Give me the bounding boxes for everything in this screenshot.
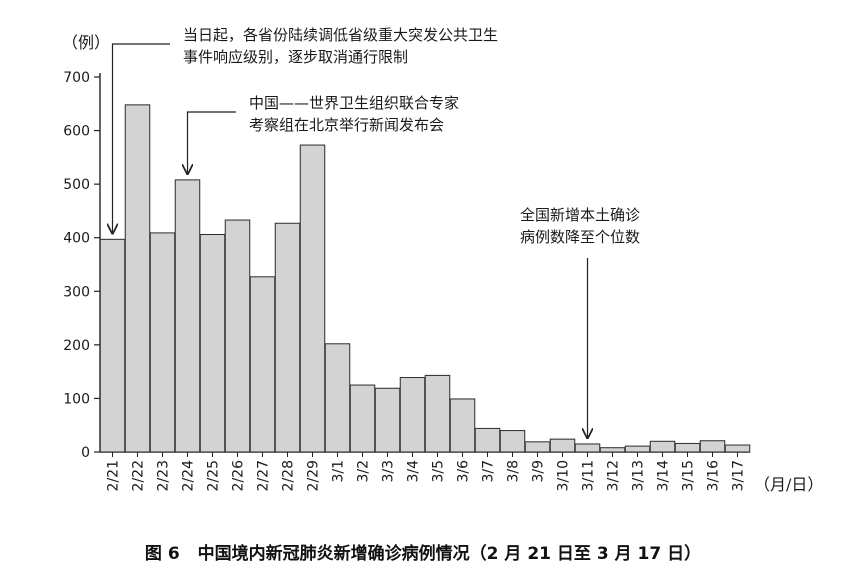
x-tick-label: 3/9 — [531, 460, 547, 483]
bar — [699, 440, 726, 453]
x-tick-label: 3/15 — [681, 460, 697, 491]
x-tick-label: 2/22 — [131, 460, 147, 491]
x-tick-label: 3/6 — [456, 460, 472, 483]
bar — [174, 179, 201, 453]
x-tick-label: 2/27 — [256, 460, 272, 491]
x-axis-ticks: 2/21 2/22 2/23 2/24 2/25 2/26 2/27 2/28 2/29 3/1 3… — [106, 452, 747, 491]
x-tick-label: 2/24 — [181, 460, 197, 492]
x-tick-label: 3/8 — [506, 460, 522, 483]
chart-title: 中国境内新冠肺炎新增确诊病例情况（2 月 21 日至 3 月 17 日） — [197, 544, 702, 564]
annotations: 当日起，各省份陆续调低省级重大突发公共卫生事件响应级别，逐步取消通行限制中国——… — [113, 26, 640, 438]
bar — [449, 398, 476, 453]
bar — [274, 222, 301, 453]
bar — [574, 443, 601, 453]
x-tick-label: 2/26 — [231, 460, 247, 492]
bar — [249, 276, 276, 453]
bar — [499, 430, 526, 453]
bar — [99, 238, 126, 453]
x-tick-label: 2/28 — [281, 460, 297, 491]
bar — [724, 444, 751, 453]
x-tick-label: 3/2 — [356, 460, 372, 483]
bar — [149, 232, 176, 453]
bar — [324, 343, 351, 453]
x-tick-label: 3/7 — [481, 460, 497, 483]
x-tick-label: 2/21 — [106, 460, 122, 491]
bar — [649, 440, 676, 453]
x-axis-label: （月/日） — [754, 475, 823, 494]
x-tick-label: 3/11 — [581, 460, 597, 491]
figure-caption: 图 6 中国境内新冠肺炎新增确诊病例情况（2 月 21 日至 3 月 17 日） — [0, 539, 846, 564]
bar — [424, 374, 451, 453]
y-axis-label: （例） — [62, 33, 110, 52]
bar — [224, 219, 251, 453]
bar — [524, 441, 551, 453]
bar — [374, 387, 401, 453]
y-tick-label: 300 — [63, 284, 90, 300]
x-tick-label: 3/12 — [606, 460, 622, 491]
annotation-text: 事件响应级别，逐步取消通行限制 — [183, 48, 408, 66]
y-tick-label: 600 — [63, 124, 90, 140]
x-tick-label: 2/29 — [306, 460, 322, 491]
bar — [299, 144, 326, 453]
x-tick-label: 3/14 — [656, 460, 672, 492]
bar — [124, 104, 151, 453]
bar — [474, 427, 501, 453]
annotation-arrow — [113, 43, 170, 233]
x-tick-label: 3/5 — [431, 460, 447, 483]
bar — [199, 234, 226, 453]
annotation-text: 考察组在北京举行新闻发布会 — [249, 116, 444, 134]
x-tick-label: 2/25 — [206, 460, 222, 491]
x-tick-label: 2/23 — [156, 460, 172, 491]
annotation-text: 中国——世界卫生组织联合专家 — [249, 94, 459, 112]
x-tick-label: 3/10 — [556, 460, 572, 491]
bar — [549, 438, 576, 453]
y-tick-label: 700 — [63, 70, 90, 86]
bar — [399, 377, 426, 453]
x-tick-label: 3/3 — [381, 460, 397, 483]
figure-number: 图 6 — [144, 544, 180, 564]
bar — [674, 442, 701, 453]
y-axis-ticks: 0 100 200 300 400 500 600 700 — [63, 70, 100, 461]
y-tick-label: 400 — [63, 231, 90, 247]
y-tick-label: 200 — [63, 338, 90, 354]
annotation-arrow — [188, 111, 236, 174]
bar — [349, 384, 376, 453]
x-tick-label: 3/17 — [731, 460, 747, 491]
annotation-text: 病例数降至个位数 — [520, 228, 640, 246]
x-tick-label: 3/1 — [331, 460, 347, 483]
x-tick-label: 3/16 — [706, 460, 722, 492]
annotation-text: 全国新增本土确诊 — [520, 206, 640, 224]
bar — [624, 445, 651, 453]
bars — [99, 104, 751, 453]
y-tick-label: 500 — [63, 177, 90, 193]
y-tick-label: 100 — [63, 391, 90, 407]
bar — [599, 447, 626, 453]
x-tick-label: 3/13 — [631, 460, 647, 491]
x-tick-label: 3/4 — [406, 460, 422, 483]
annotation-text: 当日起，各省份陆续调低省级重大突发公共卫生 — [183, 26, 498, 44]
y-tick-label: 0 — [81, 445, 90, 461]
